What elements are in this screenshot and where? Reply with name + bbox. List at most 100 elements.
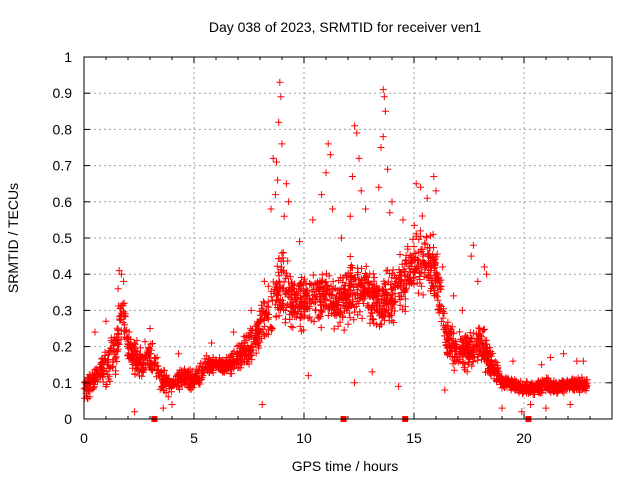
- data-point: [490, 361, 497, 369]
- data-point: [147, 350, 155, 358]
- data-point: [346, 212, 354, 220]
- data-point: [91, 374, 99, 382]
- data-point: [152, 355, 159, 363]
- data-point: [90, 373, 98, 381]
- data-point: [340, 288, 348, 296]
- data-point: [265, 303, 273, 311]
- data-point: [120, 327, 128, 335]
- data-point: [441, 386, 449, 394]
- data-point: [459, 343, 467, 351]
- data-point: [296, 300, 304, 308]
- data-point: [467, 252, 475, 260]
- data-point: [483, 270, 491, 278]
- data-point: [164, 393, 172, 401]
- data-point: [443, 330, 451, 338]
- data-point: [362, 262, 370, 270]
- data-point: [369, 315, 377, 323]
- chart-title: Day 038 of 2023, SRMTID for receiver ven…: [209, 19, 482, 35]
- data-point: [251, 330, 259, 338]
- data-point: [303, 289, 310, 297]
- data-point: [336, 286, 344, 294]
- data-point: [276, 278, 284, 286]
- data-point: [158, 370, 166, 378]
- data-point: [369, 270, 377, 278]
- data-point: [459, 342, 467, 350]
- data-point: [379, 300, 387, 308]
- data-point: [352, 292, 359, 300]
- data-point: [396, 301, 404, 309]
- data-point: [252, 349, 260, 357]
- data-point: [103, 381, 111, 388]
- data-point: [286, 273, 294, 281]
- data-point: [351, 290, 359, 298]
- data-point: [343, 272, 350, 280]
- data-point: [230, 328, 238, 336]
- data-point: [436, 306, 444, 314]
- data-point: [579, 357, 587, 365]
- data-point: [267, 205, 275, 213]
- data-point: [345, 309, 353, 317]
- data-point: [283, 287, 291, 295]
- data-point: [379, 133, 387, 141]
- data-point: [224, 363, 232, 371]
- data-point: [329, 277, 337, 285]
- data-point: [466, 351, 474, 359]
- data-point: [362, 205, 370, 213]
- data-point: [219, 358, 227, 366]
- data-points: [80, 78, 591, 416]
- data-point: [257, 316, 264, 324]
- data-point: [433, 269, 441, 277]
- data-point: [409, 235, 417, 243]
- data-point: [103, 359, 111, 367]
- data-point: [460, 364, 468, 372]
- data-point: [174, 371, 182, 379]
- data-point: [419, 250, 427, 258]
- data-point: [115, 340, 123, 348]
- data-point: [384, 165, 392, 173]
- data-point: [140, 365, 148, 373]
- data-point: [309, 271, 317, 279]
- data-point: [150, 354, 158, 362]
- data-point: [130, 358, 138, 366]
- data-point: [490, 375, 498, 383]
- data-point: [106, 377, 114, 385]
- data-point: [364, 280, 372, 288]
- data-point: [136, 356, 144, 364]
- data-point: [272, 289, 280, 297]
- data-point: [482, 345, 490, 352]
- data-point: [352, 303, 360, 311]
- data-point: [114, 285, 122, 293]
- data-point: [539, 383, 547, 391]
- data-point: [465, 337, 473, 345]
- data-point: [229, 365, 237, 373]
- x-tick-labels: 0 5 10 15 20: [80, 430, 532, 446]
- data-point: [542, 404, 550, 412]
- data-point: [296, 314, 304, 322]
- data-point: [507, 386, 515, 394]
- data-point: [246, 333, 254, 341]
- data-point: [136, 344, 144, 352]
- data-point: [321, 294, 328, 302]
- data-point: [316, 313, 324, 320]
- data-point: [349, 264, 356, 272]
- data-point: [112, 367, 120, 375]
- data-point: [535, 377, 543, 385]
- data-point: [109, 346, 117, 354]
- data-point: [494, 376, 502, 384]
- data-point: [287, 323, 295, 330]
- data-point: [292, 313, 300, 321]
- data-point: [141, 338, 149, 346]
- data-point: [535, 387, 543, 395]
- data-point: [380, 93, 388, 101]
- data-point: [263, 308, 271, 316]
- data-point: [545, 387, 553, 395]
- y-tick-label: 0.6: [53, 194, 73, 210]
- data-point: [384, 278, 392, 286]
- data-point: [129, 350, 137, 358]
- data-point: [116, 312, 124, 320]
- data-point: [302, 304, 310, 312]
- data-point: [175, 350, 183, 358]
- data-point: [505, 376, 513, 384]
- data-point: [304, 372, 312, 380]
- data-point: [521, 386, 529, 394]
